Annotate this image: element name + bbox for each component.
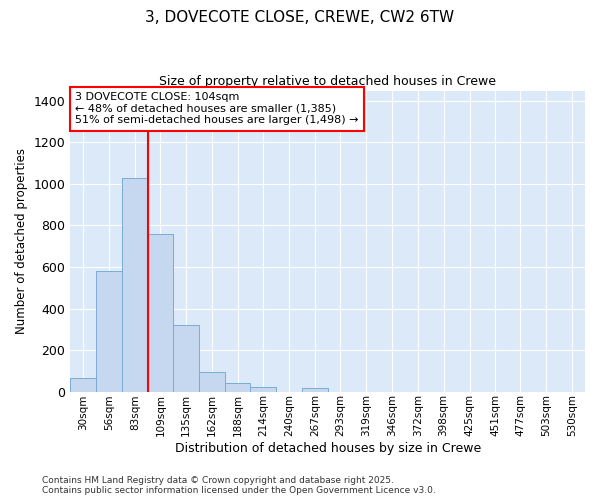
Bar <box>122 178 148 392</box>
Text: Contains HM Land Registry data © Crown copyright and database right 2025.
Contai: Contains HM Land Registry data © Crown c… <box>42 476 436 495</box>
Y-axis label: Number of detached properties: Number of detached properties <box>15 148 28 334</box>
Text: 3, DOVECOTE CLOSE, CREWE, CW2 6TW: 3, DOVECOTE CLOSE, CREWE, CW2 6TW <box>145 10 455 25</box>
X-axis label: Distribution of detached houses by size in Crewe: Distribution of detached houses by size … <box>175 442 481 455</box>
Bar <box>173 325 199 392</box>
Bar <box>302 388 328 392</box>
Text: 3 DOVECOTE CLOSE: 104sqm
← 48% of detached houses are smaller (1,385)
51% of sem: 3 DOVECOTE CLOSE: 104sqm ← 48% of detach… <box>76 92 359 126</box>
Bar <box>225 383 250 392</box>
Bar <box>70 378 96 392</box>
Bar <box>148 234 173 392</box>
Bar <box>96 271 122 392</box>
Bar <box>250 388 276 392</box>
Bar <box>199 372 225 392</box>
Title: Size of property relative to detached houses in Crewe: Size of property relative to detached ho… <box>159 75 496 88</box>
